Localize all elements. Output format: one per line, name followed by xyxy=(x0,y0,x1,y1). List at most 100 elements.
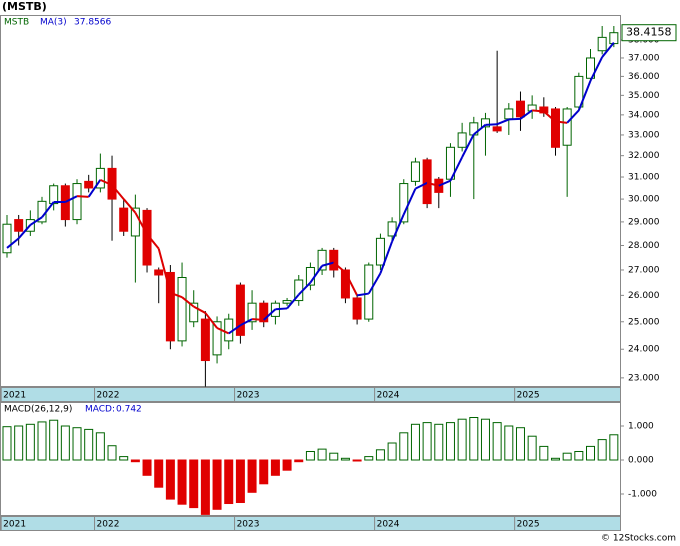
candle-body xyxy=(550,108,560,148)
candle-body xyxy=(259,302,269,323)
ma-line xyxy=(228,324,241,335)
candle-body xyxy=(165,271,175,342)
macd-bar xyxy=(72,427,82,461)
x-tick-label: 2025 xyxy=(517,520,540,530)
macd-bar xyxy=(25,423,35,461)
macd-bar xyxy=(49,419,59,461)
y-tick-label: 35.000 xyxy=(628,91,660,101)
macd-bar xyxy=(492,422,502,461)
y-tick-label: 27.000 xyxy=(628,265,660,275)
symbol-label: MSTB xyxy=(4,18,29,28)
macd-bar xyxy=(200,459,210,515)
candle-body xyxy=(282,300,292,304)
ma-line xyxy=(367,272,382,295)
ma-line xyxy=(29,216,43,226)
macd-bar xyxy=(119,456,129,461)
candle-body xyxy=(352,297,362,320)
ma-line xyxy=(204,312,218,329)
x-tick-label: 2021 xyxy=(3,520,26,530)
ma-line xyxy=(216,327,230,335)
x-tick-label: 2023 xyxy=(237,391,260,401)
candle-body xyxy=(480,118,490,128)
ma-line xyxy=(76,195,89,198)
ma-line xyxy=(379,241,394,274)
ma-line xyxy=(146,233,160,250)
candle-body xyxy=(14,219,24,232)
macd-bar xyxy=(527,435,537,461)
candle-body xyxy=(399,183,409,223)
candle-body xyxy=(212,321,222,356)
ma-line xyxy=(415,182,428,190)
x-tick-label: 2024 xyxy=(377,391,400,401)
ma-line xyxy=(566,109,580,124)
candle-body xyxy=(422,159,432,205)
last-price-box xyxy=(621,24,677,42)
macd-bar xyxy=(282,459,292,471)
macd-bar xyxy=(235,459,245,504)
macd-bar xyxy=(37,421,47,461)
ma-line xyxy=(333,261,347,274)
candle-body xyxy=(515,100,525,118)
macd-bar xyxy=(434,423,444,461)
macd-bar xyxy=(364,456,374,461)
ma-line xyxy=(87,179,102,198)
x-tick-label: 2021 xyxy=(3,391,26,401)
macd-bar xyxy=(609,434,619,461)
ma-line xyxy=(508,117,521,121)
year-strip xyxy=(0,516,621,531)
candle-body xyxy=(410,161,420,182)
macd-bar xyxy=(550,457,560,461)
macd-bar xyxy=(130,459,140,463)
x-tick-label: 2022 xyxy=(97,520,120,530)
x-tick-label: 2025 xyxy=(517,391,540,401)
candle-body xyxy=(119,207,129,232)
ma-line xyxy=(17,224,32,239)
ma-line xyxy=(496,118,510,126)
ma-line xyxy=(298,281,312,296)
candle-body xyxy=(329,249,339,271)
candle-body xyxy=(597,36,607,52)
macd-panel xyxy=(0,402,621,516)
candle-body xyxy=(49,185,59,205)
ma-line xyxy=(601,41,615,58)
ma-line xyxy=(344,272,358,296)
y-tick-label: 26.000 xyxy=(628,291,660,301)
candle-body xyxy=(586,57,595,79)
y-tick-label: 29.000 xyxy=(628,217,660,227)
macd-bar xyxy=(305,451,315,461)
candle-body xyxy=(200,318,210,362)
ma-line xyxy=(402,188,417,215)
macd-bar xyxy=(469,417,479,461)
ma-line xyxy=(473,124,487,136)
macd-bar xyxy=(259,459,269,485)
y-tick-label: 30.000 xyxy=(628,195,660,205)
candle-body xyxy=(224,318,234,342)
ma-line xyxy=(275,307,288,311)
macd-bar xyxy=(457,418,467,461)
macd-prefix: MACD: xyxy=(85,405,115,415)
y-tick-label: 37.000 xyxy=(628,53,660,63)
macd-bar xyxy=(294,459,304,463)
macd-bar xyxy=(504,425,514,461)
ma-line xyxy=(193,305,206,314)
y-tick-label: 23.000 xyxy=(628,373,660,383)
ma-value: 37.8566 xyxy=(74,18,111,28)
macd-bar xyxy=(410,423,420,461)
ma-line xyxy=(122,198,137,214)
year-strip xyxy=(0,387,621,402)
y-tick-label: 28.000 xyxy=(628,241,660,251)
macd-bar xyxy=(375,449,385,461)
ma-line xyxy=(286,293,300,310)
copyright: © 12Stocks.com xyxy=(601,534,676,544)
macd-bar xyxy=(399,432,409,461)
y-tick-label: 25.000 xyxy=(628,317,660,327)
macd-bar xyxy=(95,432,105,461)
x-tick-label: 2024 xyxy=(377,520,400,530)
candle-body xyxy=(95,167,105,189)
candle-body xyxy=(562,108,572,146)
ma-line xyxy=(449,156,464,182)
ma-line xyxy=(438,179,451,187)
ma-line xyxy=(589,56,604,82)
ma-label: MA(3) xyxy=(40,18,67,28)
